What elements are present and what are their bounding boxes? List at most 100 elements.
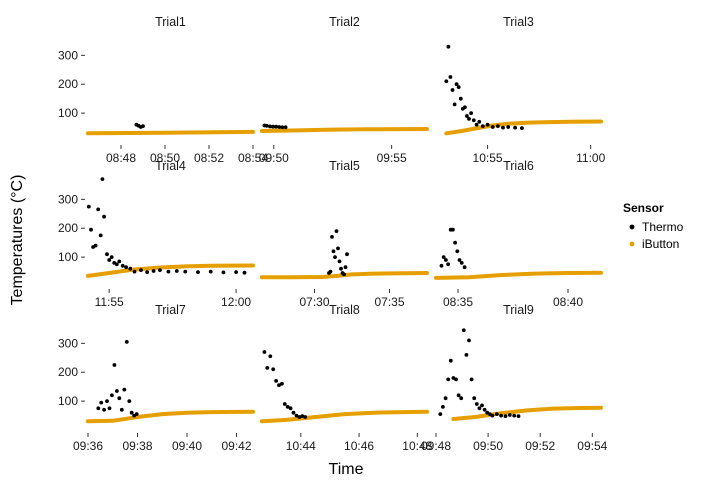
- thermo-point: [183, 269, 188, 274]
- legend-label-ibutton: iButton: [642, 237, 679, 251]
- thermo-point: [264, 123, 269, 128]
- thermo-point: [480, 403, 484, 408]
- thermo-point: [117, 259, 122, 264]
- thermo-point: [98, 233, 103, 238]
- thermo-point: [441, 405, 445, 409]
- thermo-point: [480, 124, 485, 128]
- thermo-point: [100, 177, 105, 182]
- thermo-point: [129, 410, 134, 415]
- thermo-point: [124, 265, 128, 270]
- thermo-point: [99, 400, 104, 405]
- thermo-point: [444, 79, 449, 84]
- thermo-point: [109, 255, 114, 259]
- thermo-point: [474, 402, 479, 406]
- thermo-point: [458, 96, 463, 101]
- thermo-point: [274, 379, 278, 383]
- thermo-point: [151, 269, 156, 273]
- thermo-point: [119, 407, 124, 412]
- thermo-point: [297, 415, 302, 419]
- ibutton-series-line: [434, 270, 603, 280]
- thermo-point: [268, 124, 272, 129]
- thermo-point: [141, 124, 145, 128]
- thermo-point: [477, 406, 482, 411]
- thermo-point: [122, 387, 127, 392]
- facet-panel: Trial4 100 200 300 11:55 12:00: [58, 159, 255, 309]
- thermo-point: [242, 270, 247, 275]
- thermo-point: [499, 413, 503, 418]
- thermo-point: [139, 268, 143, 272]
- x-tick-label: 09:36: [73, 439, 103, 453]
- facet-panel: Trial5 07:30 07:35: [260, 159, 429, 309]
- thermo-point: [86, 204, 91, 209]
- x-tick-label: 08:50: [150, 151, 180, 165]
- y-tick-label: 100: [58, 106, 78, 120]
- thermo-point: [330, 235, 334, 239]
- x-tick-label: 09:50: [473, 439, 503, 453]
- facet-panel: Trial2 09:50 09:55: [259, 15, 429, 165]
- ibutton-series-line: [260, 127, 429, 133]
- ibutton-series-line: [260, 271, 429, 280]
- thermo-point: [107, 406, 112, 411]
- thermo-point: [271, 367, 276, 372]
- ibutton-series-line: [86, 263, 255, 278]
- thermo-point: [268, 354, 273, 359]
- thermo-point: [471, 118, 476, 123]
- thermo-point: [128, 266, 133, 271]
- facet-strip-label: Trial7: [155, 303, 186, 317]
- thermo-point: [107, 258, 112, 262]
- thermo-point: [459, 261, 464, 265]
- thermo-point: [166, 269, 171, 274]
- thermo-point: [463, 105, 467, 110]
- y-axis-title: Temperatures (°C): [9, 175, 26, 306]
- x-tick-label: 08:48: [106, 151, 136, 165]
- thermo-point: [134, 412, 139, 416]
- facet-panel: Trial8 10:44 10:46 10:48: [260, 303, 433, 453]
- thermo-point: [262, 350, 267, 354]
- x-tick-label: 07:35: [374, 295, 404, 309]
- thermo-point: [439, 263, 444, 268]
- x-tick-label: 08:35: [443, 295, 473, 309]
- thermo-point: [288, 406, 293, 411]
- thermo-point: [490, 413, 495, 418]
- thermo-point: [300, 414, 305, 418]
- thermo-point: [446, 262, 450, 267]
- thermo-point: [337, 259, 342, 264]
- y-tick-label: 300: [58, 192, 78, 206]
- thermo-point: [448, 75, 453, 79]
- legend-title: Sensor: [623, 201, 664, 215]
- thermo-point: [461, 328, 466, 333]
- ibutton-series-line: [451, 405, 603, 421]
- facet-strip-label: Trial5: [329, 159, 360, 173]
- facet-strip-label: Trial9: [503, 303, 534, 317]
- x-tick-label: 09:40: [172, 439, 202, 453]
- legend-marker-thermo: [629, 224, 635, 230]
- thermo-point: [452, 102, 457, 107]
- thermo-point: [234, 270, 239, 274]
- x-tick-label: 09:54: [577, 439, 607, 453]
- thermo-point: [277, 125, 282, 129]
- x-axis-title: Time: [329, 461, 364, 478]
- thermo-point: [457, 258, 462, 262]
- thermo-point: [120, 263, 125, 268]
- thermo-point: [474, 122, 479, 127]
- thermo-point: [117, 396, 122, 401]
- thermo-point: [506, 125, 511, 129]
- thermo-point: [482, 407, 487, 412]
- thermo-point: [280, 125, 285, 130]
- thermo-point: [127, 399, 132, 403]
- thermo-point: [438, 412, 443, 416]
- thermo-point: [446, 377, 451, 382]
- thermo-point: [446, 44, 451, 49]
- thermo-point: [102, 407, 106, 412]
- thermo-point: [105, 252, 109, 257]
- thermo-point: [443, 396, 448, 401]
- x-tick-label: 11:00: [576, 151, 605, 165]
- x-tick-label: 09:42: [221, 439, 251, 453]
- thermo-point: [114, 262, 119, 267]
- thermo-point: [132, 269, 137, 274]
- thermo-point: [441, 255, 446, 259]
- thermo-point: [494, 412, 499, 416]
- thermo-point: [477, 119, 482, 124]
- thermo-point: [196, 270, 200, 274]
- facet-strip-label: Trial1: [155, 15, 186, 29]
